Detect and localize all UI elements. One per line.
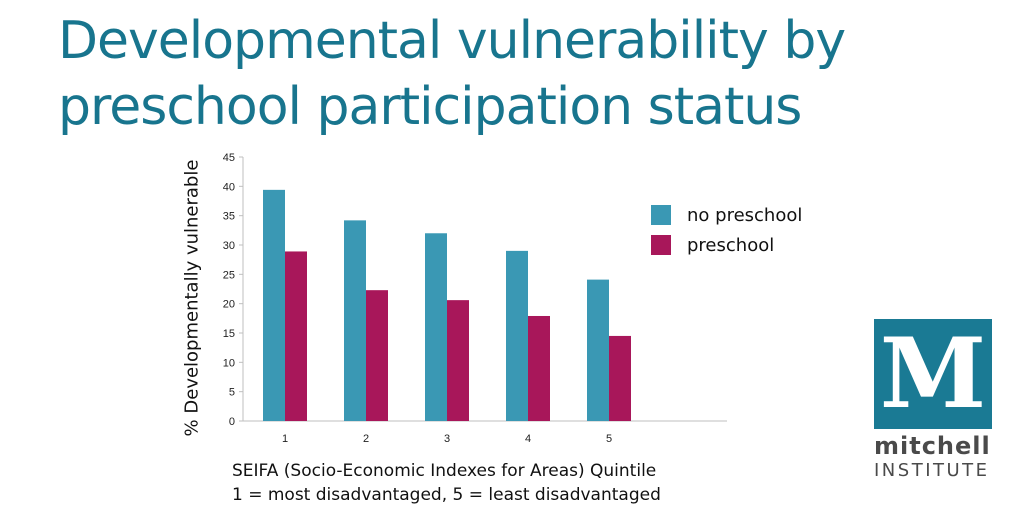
x-tick-label: 3: [444, 433, 450, 445]
bar-no-preschool-5: [587, 279, 609, 421]
x-axis-label-line1: SEIFA (Socio-Economic Indexes for Areas)…: [232, 461, 657, 481]
mitchell-institute-logo: M mitchell INSTITUTE: [874, 319, 994, 482]
y-tick-label: 20: [223, 299, 235, 311]
bar-preschool-1: [285, 251, 307, 421]
logo-box: M: [874, 319, 992, 429]
bar-preschool-3: [447, 300, 469, 421]
legend-item-no-preschool: no preschool: [651, 200, 802, 230]
page-title-line2: preschool participation status: [58, 77, 802, 137]
y-tick-label: 35: [223, 211, 235, 223]
bar-preschool-5: [609, 335, 631, 421]
y-tick-label: 40: [223, 181, 235, 193]
logo-letter: M: [879, 317, 987, 430]
legend-item-preschool: preschool: [651, 230, 802, 260]
legend-swatch-preschool: [651, 235, 671, 255]
bar-preschool-4: [528, 315, 550, 421]
y-tick-label: 30: [223, 240, 235, 252]
y-tick-label: 15: [223, 328, 235, 340]
x-tick-label: 1: [282, 433, 288, 445]
legend-swatch-no-preschool: [651, 205, 671, 225]
page-title-line1: Developmental vulnerability by: [58, 11, 846, 71]
y-tick-label: 25: [223, 269, 235, 281]
x-tick-label: 5: [606, 433, 612, 445]
y-tick-label: 5: [229, 387, 235, 399]
y-tick-label: 45: [223, 152, 235, 164]
logo-word-mitchell: mitchell: [874, 432, 991, 460]
chart-legend: no preschool preschool: [651, 200, 802, 260]
logo-word-institute: INSTITUTE: [874, 460, 990, 481]
y-tick-label: 10: [223, 357, 235, 369]
bar-no-preschool-4: [506, 250, 528, 421]
x-tick-label: 4: [525, 433, 531, 445]
bar-no-preschool-1: [263, 189, 285, 421]
y-tick-label: 0: [229, 416, 235, 428]
legend-label-no-preschool: no preschool: [687, 204, 803, 226]
x-axis-label-line2: 1 = most disadvantaged, 5 = least disadv…: [232, 485, 661, 505]
bar-preschool-2: [366, 290, 388, 421]
legend-label-preschool: preschool: [687, 234, 775, 256]
bar-no-preschool-2: [344, 220, 366, 421]
bar-no-preschool-3: [425, 233, 447, 421]
x-tick-label: 2: [363, 433, 369, 445]
page-title: Developmental vulnerability by preschool…: [58, 8, 998, 140]
x-axis-label: SEIFA (Socio-Economic Indexes for Areas)…: [232, 459, 661, 507]
